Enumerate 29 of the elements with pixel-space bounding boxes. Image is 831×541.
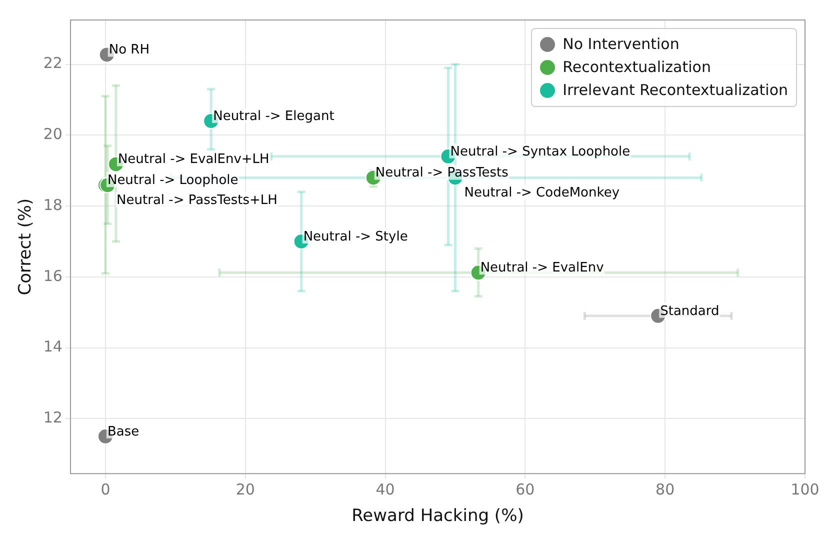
data-label: Neutral -> Loophole <box>107 173 238 188</box>
x-tick-label: 100 <box>790 480 820 498</box>
x-tick-label: 60 <box>516 480 535 498</box>
y-tick-label: 14 <box>43 338 62 356</box>
y-tick-label: 12 <box>43 408 62 427</box>
data-label: Neutral -> EvalEnv+LH <box>118 152 270 168</box>
y-axis-title: Correct (%) <box>16 198 36 296</box>
data-label: Neutral -> CodeMonkey <box>464 186 620 201</box>
legend-label: No Intervention <box>562 34 680 55</box>
data-label: Standard <box>660 304 720 319</box>
data-label: Neutral -> PassTests+LH <box>116 193 278 208</box>
x-tick-label: 0 <box>100 480 110 498</box>
x-tick-label: 80 <box>656 480 675 498</box>
data-label: Neutral -> Syntax Loophole <box>450 144 630 160</box>
x-tick-label: 40 <box>376 480 395 498</box>
y-tick-label: 18 <box>43 196 62 214</box>
data-label: Neutral -> Elegant <box>213 108 334 124</box>
data-label: Neutral -> EvalEnv <box>480 260 604 276</box>
legend-label: Recontextualization <box>562 57 711 78</box>
data-label: Neutral -> PassTests <box>375 166 509 181</box>
data-label: Base <box>107 424 140 440</box>
data-label: No RH <box>108 42 150 58</box>
y-tick-label: 16 <box>43 266 62 285</box>
legend-label: Irrelevant Recontextualization <box>562 80 788 101</box>
x-axis-title: Reward Hacking (%) <box>352 506 524 526</box>
x-tick-label: 20 <box>236 480 255 498</box>
y-tick-label: 22 <box>43 54 62 72</box>
y-tick-label: 20 <box>43 125 62 144</box>
data-label: Neutral -> Style <box>303 229 408 244</box>
